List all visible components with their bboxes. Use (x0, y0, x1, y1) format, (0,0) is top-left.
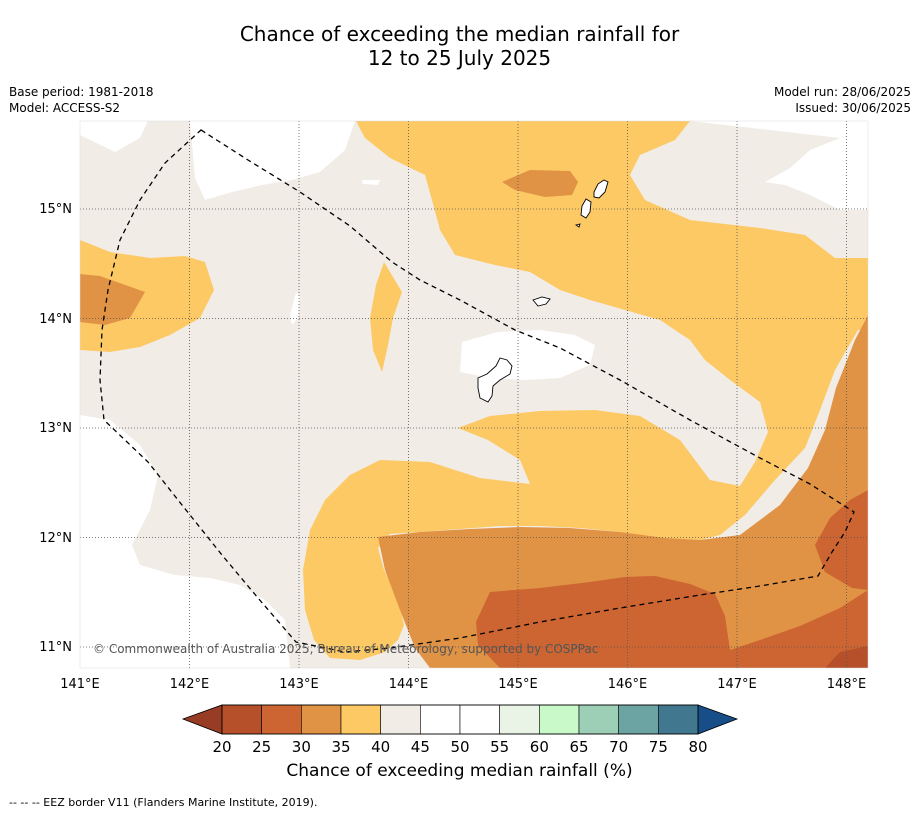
colorbar-segment (578, 704, 619, 735)
lon-label: 146°E (608, 677, 648, 692)
longitude-labels: 141°E 142°E 143°E 144°E 145°E 146°E 147°… (60, 677, 866, 692)
deep-red-corner (825, 646, 868, 668)
latitude-labels: 15°N 14°N 13°N 12°N 11°N (39, 202, 72, 655)
lat-label: 11°N (39, 640, 72, 655)
orange-region-main (303, 121, 868, 660)
colorbar-tick-label: 20 (212, 738, 231, 756)
white-speck-2 (362, 180, 380, 185)
map-plot-area (80, 121, 868, 668)
colorbar-segment (499, 704, 540, 735)
eez-footnote: -- -- -- EEZ border V11 (Flanders Marine… (9, 796, 318, 809)
lon-label: 141°E (60, 677, 100, 692)
title-line-1: Chance of exceeding the median rainfall … (239, 22, 680, 46)
tinian-island (580, 198, 592, 219)
colorbar-segment (301, 704, 342, 735)
colorbar-segment (658, 704, 699, 735)
lon-label: 148°E (827, 677, 867, 692)
guam-island (477, 357, 513, 403)
base-period: Base period: 1981-2018 (9, 85, 154, 99)
colorbar-segment (221, 704, 262, 735)
map-frame (79, 120, 869, 669)
colorbar-tick-label: 40 (371, 738, 390, 756)
dark-orange-blob-west (80, 274, 145, 325)
meta-right: Model run: 28/06/2025 Issued: 30/06/2025 (774, 84, 911, 116)
colorbar-tick-label: 60 (530, 738, 549, 756)
copyright-text: © Commonwealth of Australia 2025, Bureau… (93, 642, 598, 656)
dark-orange-region-south (378, 315, 868, 668)
colorbar-tick-label: 25 (252, 738, 271, 756)
colorbar-segment (420, 704, 461, 735)
meta-left: Base period: 1981-2018 Model: ACCESS-S2 (9, 84, 154, 116)
aguijan-island (574, 223, 581, 228)
lon-label: 144°E (389, 677, 429, 692)
colorbar-tick-label: 70 (609, 738, 628, 756)
white-region-ne (690, 121, 868, 210)
colorbar-segment (380, 704, 421, 735)
red-region-east (815, 490, 868, 590)
colorbar-tick-label: 30 (292, 738, 311, 756)
saipan-island (593, 179, 609, 199)
lon-label: 142°E (170, 677, 210, 692)
colorbar-label: Chance of exceeding median rainfall (%) (286, 761, 633, 781)
colorbar-tick-label: 45 (411, 738, 430, 756)
rota-island (532, 296, 551, 307)
colorbar-segment (539, 704, 580, 735)
red-region-south (476, 576, 868, 668)
lat-label: 15°N (39, 202, 72, 217)
title-line-2: 12 to 25 July 2025 (367, 46, 552, 70)
colorbar-tick-label: 35 (331, 738, 350, 756)
colorbar-tick-label: 50 (450, 738, 469, 756)
orange-region-west (80, 240, 214, 352)
issued-date: Issued: 30/06/2025 (795, 101, 911, 115)
lat-label: 12°N (39, 531, 72, 546)
colorbar-segment (459, 704, 500, 735)
lon-label: 145°E (498, 677, 538, 692)
lat-label: 14°N (39, 312, 72, 327)
colorbar-tick-label: 55 (490, 738, 509, 756)
lon-label: 147°E (717, 677, 757, 692)
white-speck (290, 292, 300, 325)
colorbar: 20 25 30 35 40 45 50 55 60 65 70 75 80 (181, 704, 739, 756)
chart-title: Chance of exceeding the median rainfall … (0, 22, 919, 70)
white-region-north (190, 121, 355, 200)
colorbar-segment (340, 704, 381, 735)
colorbar-segment (618, 704, 659, 735)
colorbar-under-triangle (181, 704, 223, 735)
dark-orange-blob-north (502, 170, 578, 197)
colorbar-frame (221, 704, 699, 735)
islands (477, 179, 609, 403)
colorbar-over-triangle (697, 704, 739, 735)
colorbar-tick-label: 65 (569, 738, 588, 756)
model-run: Model run: 28/06/2025 (773, 85, 911, 99)
white-region-sw (80, 415, 290, 668)
orange-region-strip (370, 262, 402, 372)
colorbar-segment (261, 704, 302, 735)
colorbar-tick-label: 80 (688, 738, 707, 756)
lon-label: 143°E (279, 677, 319, 692)
gridlines (80, 121, 868, 668)
colorbar-tick-label: 75 (649, 738, 668, 756)
lat-label: 13°N (39, 421, 72, 436)
eez-border (99, 129, 855, 653)
white-region-nw (80, 121, 148, 152)
model-name: Model: ACCESS-S2 (9, 101, 121, 115)
